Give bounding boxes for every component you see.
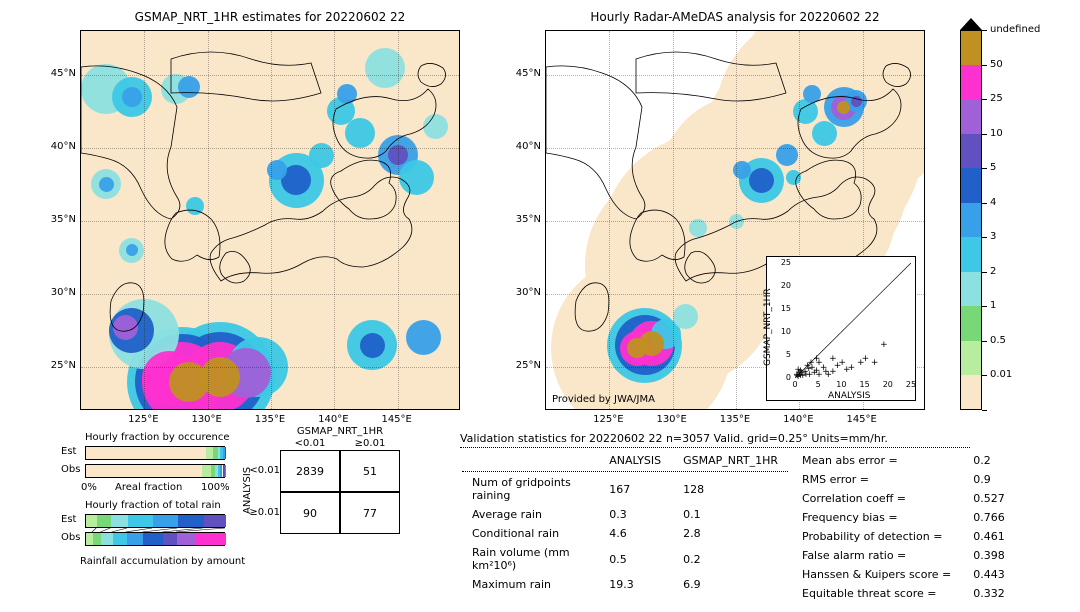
map_left (80, 30, 460, 410)
validation-stats: Validation statistics for 20220602 22 n=… (460, 432, 1060, 604)
contingency-table: 2839519077 (260, 450, 460, 600)
map_left-title: GSMAP_NRT_1HR estimates for 20220602 22 (80, 10, 460, 24)
scatter-plot: +++++++++++++++++++++++++++++++++++00551… (766, 256, 916, 401)
colorbar: 0.010.512345102550undefined (960, 30, 1020, 410)
map_right-title: Hourly Radar-AMeDAS analysis for 2022060… (545, 10, 925, 24)
map_right: Provided by JWA/JMA+++++++++++++++++++++… (545, 30, 925, 410)
